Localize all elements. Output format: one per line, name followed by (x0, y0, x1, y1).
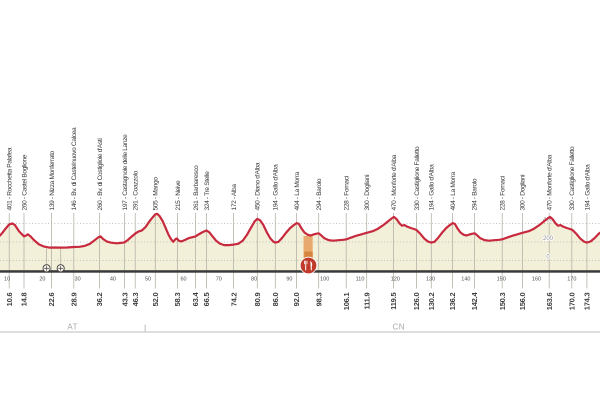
waypoint-distance-label: 106.1 (342, 292, 351, 310)
waypoint-label: 324 - Tre Stelle (204, 171, 211, 211)
waypoint-label: 260 - Bv. di Costigliole d'Asti (97, 138, 104, 211)
waypoint-label: 194 - Gallo d'Alba (273, 164, 280, 211)
waypoint-label: 139 - Nizza Monferrato (49, 150, 56, 210)
waypoint-label: 197 - Castagnole delle Lanze (122, 134, 129, 211)
waypoint-distance-label: 142.4 (470, 291, 479, 310)
km-tick-label: 80 (251, 277, 257, 283)
feed-zone-icon (299, 251, 318, 275)
waypoint-distance-label: 10.6 (5, 292, 14, 306)
waypoint-distance-label: 174.3 (583, 292, 592, 310)
feed-zone-cap (304, 251, 313, 260)
waypoint-distance-label: 119.5 (389, 292, 398, 309)
elevation-axis-label: 400 (543, 218, 554, 224)
waypoint-label: 470 - Monforte d'Alba (547, 154, 554, 210)
waypoint-label: 291 - Coazzolo (133, 170, 140, 210)
km-tick-label: 70 (216, 277, 222, 283)
waypoint-distance-label: 14.8 (20, 292, 29, 306)
level-crossing-icon (56, 264, 65, 273)
elevation-axis-label: 0 (546, 255, 550, 261)
waypoint-label: 450 - Diano d'Alba (255, 162, 262, 210)
elevation-profile-line (0, 212, 600, 249)
km-tick-label: 90 (286, 277, 292, 283)
waypoint-distance-label: 66.5 (202, 292, 211, 306)
waypoint-label: 194 - Gallo d'Alba (584, 164, 591, 211)
waypoint-distance-label: 28.9 (70, 292, 79, 306)
waypoint-label: 470 - Monforte d'Alba (391, 154, 398, 210)
province-label: CN (393, 323, 406, 332)
waypoint-distance-label: 170.0 (568, 292, 577, 310)
level-crossing-icon (42, 264, 51, 273)
km-tick-label: 50 (145, 277, 151, 283)
km-tick-label: 160 (532, 277, 541, 283)
waypoint-distance-label: 58.3 (173, 292, 182, 306)
waypoint-label: 146 - Bv. di Castelnuovo Calcea (71, 127, 78, 211)
km-tick-label: 20 (39, 277, 45, 283)
km-tick-label: 40 (110, 277, 116, 283)
waypoint-label: 260 - Castel Boglione (21, 154, 28, 210)
waypoint-distance-label: 136.2 (448, 292, 457, 310)
waypoint-distance-label: 150.3 (498, 292, 507, 310)
waypoint-label: 261 - Barbaresco (193, 165, 200, 211)
elevation-axis-label: 200 (543, 236, 554, 242)
waypoint-label: 294 - Barolo (316, 178, 323, 210)
waypoint-distance-label: 163.6 (545, 292, 554, 310)
waypoint-label: 330 - Castiglione Falletto (569, 146, 576, 211)
km-tick-label: 140 (461, 277, 470, 283)
km-tick-label: 60 (180, 277, 186, 283)
waypoint-distance-label: 52.0 (151, 292, 160, 306)
km-tick-label: 100 (320, 277, 329, 283)
waypoint-distance-label: 80.9 (253, 292, 262, 306)
waypoint-distance-label: 86.0 (271, 292, 280, 306)
km-tick-label: 120 (391, 277, 400, 283)
waypoint-label: 505 - Mango (153, 177, 160, 211)
waypoint-distance-label: 111.9 (362, 292, 371, 309)
profile-area-fill (0, 213, 600, 271)
km-tick-label: 150 (497, 277, 506, 283)
km-tick-label: 10 (4, 277, 10, 283)
waypoint-label: 194 - Gallo d'Alba (429, 164, 436, 211)
km-tick-label: 110 (356, 277, 365, 283)
km-tick-label: 170 (567, 277, 576, 283)
waypoint-label: 294 - Barolo (472, 178, 479, 210)
waypoint-label: 300 - Dogliani (520, 174, 527, 211)
waypoint-label: 401 - Rocchetta Palafea (7, 147, 14, 210)
waypoint-distance-label: 130.2 (427, 292, 436, 310)
waypoint-distance-label: 74.2 (229, 292, 238, 306)
waypoint-distance-label: 36.2 (95, 292, 104, 306)
waypoint-label: 404 - La Morra (294, 171, 301, 210)
waypoint-label: 215 - Neive (175, 180, 182, 211)
waypoint-label: 228 - Fornaci (500, 175, 507, 210)
km-tick-label: 30 (75, 277, 81, 283)
province-label: AT (67, 323, 78, 332)
waypoint-label: 172 - Alba (231, 184, 238, 211)
waypoint-distance-label: 126.0 (412, 292, 421, 310)
waypoint-distance-label: 22.6 (47, 292, 56, 306)
waypoint-label: 228 - Fornaci (344, 175, 351, 210)
waypoint-distance-label: 156.0 (518, 292, 527, 310)
waypoint-distance-label: 43.3 (120, 292, 129, 306)
waypoint-label: 300 - Dogliani (364, 174, 371, 211)
waypoint-label: 404 - La Morra (450, 171, 457, 210)
waypoint-distance-label: 98.3 (314, 292, 323, 306)
km-tick-label: 130 (426, 277, 435, 283)
waypoint-distance-label: 46.3 (131, 292, 140, 306)
waypoint-distance-label: 63.4 (191, 291, 200, 306)
waypoint-distance-label: 92.0 (292, 292, 301, 306)
waypoint-label: 330 - Castiglione Falletto (414, 146, 421, 211)
knife-icon (310, 260, 313, 271)
distance-axis-line (0, 270, 600, 273)
